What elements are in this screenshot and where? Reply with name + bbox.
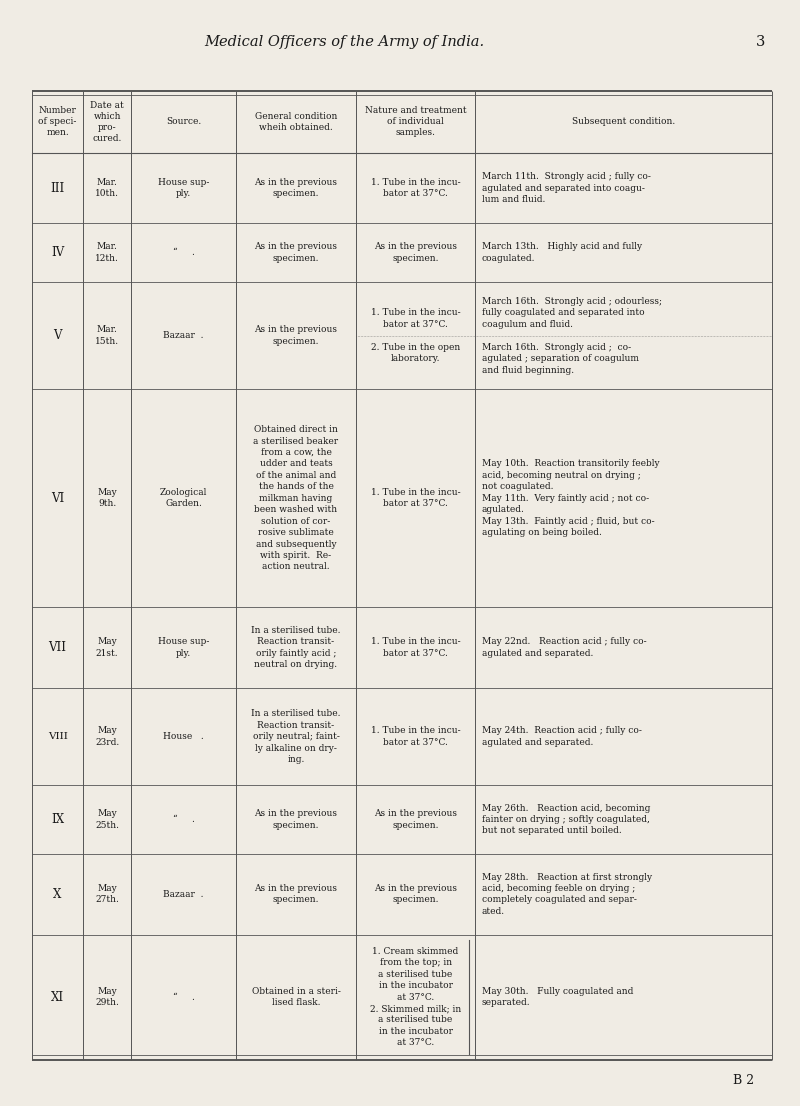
Text: General condition
wheih obtained.: General condition wheih obtained. (255, 112, 337, 132)
Text: As in the previous
specimen.: As in the previous specimen. (374, 810, 457, 830)
Text: As in the previous
specimen.: As in the previous specimen. (374, 242, 457, 263)
Text: May
25th.: May 25th. (95, 810, 119, 830)
Text: Nature and treatment
of individual
samples.: Nature and treatment of individual sampl… (365, 106, 466, 137)
Text: May 30th.   Fully coagulated and
separated.: May 30th. Fully coagulated and separated… (482, 987, 633, 1008)
Text: May
27th.: May 27th. (95, 884, 119, 905)
Text: May 24th.  Reaction acid ; fully co-
agulated and separated.: May 24th. Reaction acid ; fully co- agul… (482, 727, 642, 747)
Text: House sup-
ply.: House sup- ply. (158, 178, 210, 198)
Text: Obtained in a steri-
lised flask.: Obtained in a steri- lised flask. (251, 987, 341, 1008)
Text: May 26th.   Reaction acid, becoming
fainter on drying ; softly coagulated,
but n: May 26th. Reaction acid, becoming fainte… (482, 804, 650, 835)
Text: X: X (54, 888, 62, 900)
Text: 1. Tube in the incu-
bator at 37°C.: 1. Tube in the incu- bator at 37°C. (370, 637, 461, 658)
Text: 1. Tube in the incu-
bator at 37°C.

2. Tube in the open
laboratory.: 1. Tube in the incu- bator at 37°C. 2. T… (370, 309, 461, 363)
Text: VIII: VIII (48, 732, 67, 741)
Text: III: III (50, 181, 65, 195)
Text: Bazaar  .: Bazaar . (163, 331, 204, 341)
Text: May 28th.   Reaction at first strongly
acid, becoming feeble on drying ;
complet: May 28th. Reaction at first strongly aci… (482, 873, 652, 916)
Text: 1. Cream skimmed
from the top; in
a sterilised tube
in the incubator
at 37°C.
2.: 1. Cream skimmed from the top; in a ster… (370, 947, 462, 1047)
Text: May 10th.  Reaction transitorily feebly
acid, becoming neutral on drying ;
not c: May 10th. Reaction transitorily feebly a… (482, 459, 659, 538)
Text: March 16th.  Strongly acid ; odourless;
fully coagulated and separated into
coag: March 16th. Strongly acid ; odourless; f… (482, 296, 662, 375)
Text: “     .: “ . (173, 992, 194, 1002)
Text: In a sterilised tube.
Reaction transit-
orily faintly acid ;
neutral on drying.: In a sterilised tube. Reaction transit- … (251, 626, 341, 669)
Text: 1. Tube in the incu-
bator at 37°C.: 1. Tube in the incu- bator at 37°C. (370, 727, 461, 747)
Text: 3: 3 (756, 35, 766, 49)
Text: As in the previous
specimen.: As in the previous specimen. (374, 884, 457, 905)
Text: 1. Tube in the incu-
bator at 37°C.: 1. Tube in the incu- bator at 37°C. (370, 178, 461, 198)
Text: Subsequent condition.: Subsequent condition. (572, 117, 675, 126)
Text: As in the previous
specimen.: As in the previous specimen. (254, 810, 338, 830)
Text: Zoological
Garden.: Zoological Garden. (160, 488, 207, 509)
Text: May
23rd.: May 23rd. (95, 727, 119, 747)
Text: House sup-
ply.: House sup- ply. (158, 637, 210, 658)
Text: May
9th.: May 9th. (98, 488, 117, 509)
Text: Bazaar  .: Bazaar . (163, 889, 204, 899)
Text: House   .: House . (163, 732, 204, 741)
Text: Medical Officers of the Army of India.: Medical Officers of the Army of India. (204, 35, 484, 49)
Text: B 2: B 2 (734, 1074, 754, 1087)
Text: “     .: “ . (173, 248, 194, 258)
Text: VII: VII (49, 641, 66, 654)
Text: March 13th.   Highly acid and fully
coagulated.: March 13th. Highly acid and fully coagul… (482, 242, 642, 263)
Text: As in the previous
specimen.: As in the previous specimen. (254, 178, 338, 198)
Text: May 22nd.   Reaction acid ; fully co-
agulated and separated.: May 22nd. Reaction acid ; fully co- agul… (482, 637, 646, 658)
Text: Source.: Source. (166, 117, 202, 126)
Text: Date at
which
pro-
cured.: Date at which pro- cured. (90, 101, 124, 143)
Text: VI: VI (51, 492, 64, 504)
Text: As in the previous
specimen.: As in the previous specimen. (254, 325, 338, 346)
Text: Number
of speci-
men.: Number of speci- men. (38, 106, 77, 137)
Text: V: V (54, 330, 62, 342)
Text: Mar.
15th.: Mar. 15th. (95, 325, 119, 346)
Text: Obtained direct in
a sterilised beaker
from a cow, the
udder and teats
of the an: Obtained direct in a sterilised beaker f… (254, 425, 338, 572)
Text: May
21st.: May 21st. (96, 637, 118, 658)
Text: Mar.
10th.: Mar. 10th. (95, 178, 119, 198)
Text: IX: IX (51, 813, 64, 826)
Text: As in the previous
specimen.: As in the previous specimen. (254, 884, 338, 905)
Text: 1. Tube in the incu-
bator at 37°C.: 1. Tube in the incu- bator at 37°C. (370, 488, 461, 509)
Text: IV: IV (51, 247, 64, 259)
Text: “     .: “ . (173, 815, 194, 824)
Text: XI: XI (51, 991, 64, 1003)
Text: May
29th.: May 29th. (95, 987, 119, 1008)
Text: Mar.
12th.: Mar. 12th. (95, 242, 119, 263)
Text: As in the previous
specimen.: As in the previous specimen. (254, 242, 338, 263)
Text: March 11th.  Strongly acid ; fully co-
agulated and separated into coagu-
lum an: March 11th. Strongly acid ; fully co- ag… (482, 173, 650, 204)
Text: In a sterilised tube.
Reaction transit-
orily neutral; faint-
ly alkaline on dry: In a sterilised tube. Reaction transit- … (251, 709, 341, 764)
